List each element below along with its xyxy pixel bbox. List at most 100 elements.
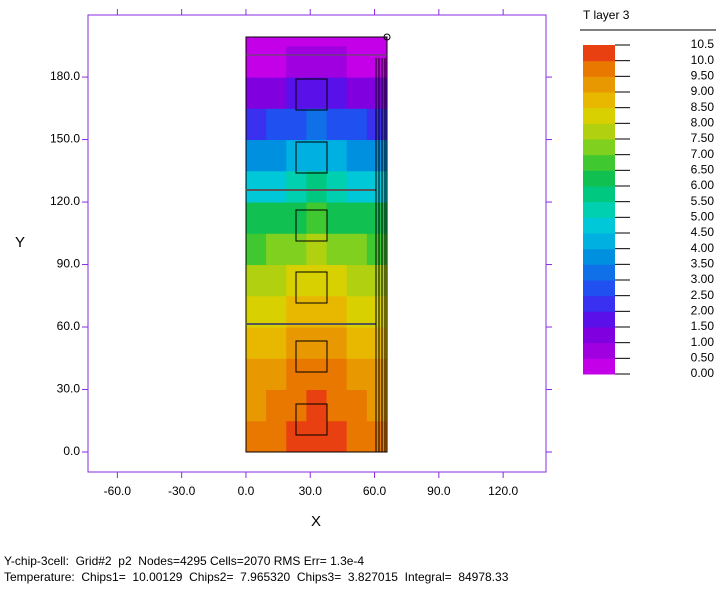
heat-cell [346,170,368,203]
heat-cell [286,202,307,234]
legend-label: 5.00 [691,210,715,224]
heat-cell [286,389,307,422]
y-tick-label: 60.0 [57,319,81,333]
footer-line: Temperature: Chips1= 10.00129 Chips2= 7.… [4,570,509,584]
heat-cell [306,233,328,266]
footer-line: Y-chip-3cell: Grid#2 p2 Nodes=4295 Cells… [4,554,364,568]
heat-cell [366,37,388,47]
heat-cell [326,139,348,172]
heat-cell [306,108,328,141]
heat-cell [245,170,267,203]
heat-cell [286,45,307,78]
heat-cell [245,77,267,109]
legend-swatch [583,233,615,250]
x-tick-label: -60.0 [104,484,132,498]
heat-cell [306,420,328,453]
x-tick-label: 30.0 [299,484,323,498]
heat-cell [245,389,267,422]
heat-cell [366,264,388,297]
heat-cell [245,139,267,172]
legend-label: 1.50 [691,319,715,333]
y-axis-label: Y [15,234,25,251]
heat-cell [306,264,328,297]
heat-cell [286,233,307,266]
heat-cell [326,358,348,391]
heat-cell [306,389,328,422]
x-tick-label: -30.0 [168,484,196,498]
heat-cell [266,37,287,47]
heat-cell [306,327,328,359]
domain-border [245,36,388,453]
legend-label: 2.00 [691,304,715,318]
heat-cell [346,139,368,172]
heatmap [245,37,388,453]
heat-cell [286,420,307,453]
heat-cell [326,45,348,78]
heat-cell [346,327,368,359]
legend-label: 2.50 [691,288,715,302]
heat-cell [346,295,368,328]
heat-cell [346,389,368,422]
heat-cell [366,420,388,453]
legend-swatch [583,76,615,93]
legend-label: 7.00 [691,147,715,161]
heat-cell [245,295,267,328]
heat-cell [286,77,307,109]
heat-cell [346,77,368,109]
heat-cell [266,295,287,328]
legend-swatch [583,342,615,359]
legend-swatch [583,123,615,140]
legend-swatch [583,92,615,109]
legend-label: 10.5 [691,37,715,51]
legend-swatch [583,280,615,297]
heat-cell [306,77,328,109]
x-tick-label: 120.0 [488,484,518,498]
heat-cell [245,37,267,47]
heat-cell [326,295,348,328]
chip [295,78,328,111]
legend-swatch [583,327,615,344]
heat-cell [366,139,388,172]
legend-swatch [583,264,615,281]
legend-swatch [583,107,615,124]
legend-swatch [583,60,615,77]
heat-cell [346,420,368,453]
heat-cell [366,202,388,234]
heat-cell [266,327,287,359]
heat-cell [366,358,388,391]
heat-cell [346,358,368,391]
heat-cell [266,77,287,109]
heat-cell [366,327,388,359]
legend-label: 7.50 [691,131,715,145]
chip [295,209,328,242]
heat-cell [366,45,388,78]
heat-cell [245,45,267,78]
legend-swatch [583,358,615,375]
heat-cell [326,170,348,203]
heat-cell [366,108,388,141]
heat-cell [346,233,368,266]
heat-cell [326,264,348,297]
heat-cell [326,389,348,422]
y-tick-label: 90.0 [57,257,81,271]
heat-cell [266,45,287,78]
x-axis-label: X [311,513,321,530]
heat-cell [306,202,328,234]
chip [295,340,328,373]
heat-cell [326,233,348,266]
legend-swatch [583,139,615,156]
legend-label: 9.50 [691,69,715,83]
legend-label: 8.50 [691,100,715,114]
legend-swatch [583,186,615,203]
heat-cell [286,327,307,359]
heat-cell [346,202,368,234]
heat-cell [306,37,328,47]
heat-cell [266,389,287,422]
x-tick-label: 90.0 [427,484,451,498]
legend-swatch [583,311,615,328]
heat-cell [286,295,307,328]
heat-cell [326,327,348,359]
heat-cell [306,170,328,203]
legend-label: 0.00 [691,366,715,380]
heat-cell [245,264,267,297]
